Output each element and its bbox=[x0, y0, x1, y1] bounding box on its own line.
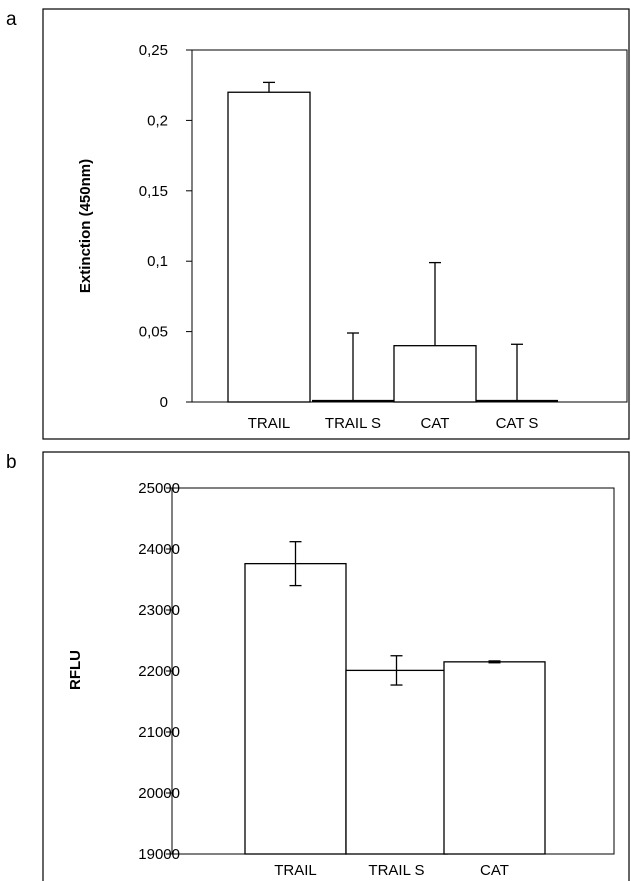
panel-a-category-label: TRAIL S bbox=[325, 415, 381, 432]
panel-a-y-tick-label: 0,2 bbox=[147, 112, 168, 129]
panel-b-y-tick-label: 19000 bbox=[138, 846, 180, 863]
panel-a-category-label: CAT S bbox=[496, 415, 539, 432]
panel-b-bar bbox=[443, 661, 546, 855]
panel-b-bar bbox=[244, 562, 347, 855]
panel-a-y-tick-label: 0,25 bbox=[139, 42, 168, 59]
panel-a-bar bbox=[227, 91, 311, 403]
panel-b-y-tick-label: 22000 bbox=[138, 663, 180, 680]
panel-a-y-axis-label: Extinction (450nm) bbox=[77, 159, 94, 293]
panel-a-frame bbox=[42, 8, 630, 440]
panel-b-y-tick-label: 21000 bbox=[138, 724, 180, 741]
panel-a-bar bbox=[393, 345, 477, 403]
panel-b-y-tick-label: 25000 bbox=[138, 480, 180, 497]
panel-b-category-label: CAT bbox=[480, 862, 509, 879]
panel-b-category-label: TRAIL bbox=[274, 862, 317, 879]
panel-b-y-tick-label: 20000 bbox=[138, 785, 180, 802]
panel-b-y-tick-label: 24000 bbox=[138, 541, 180, 558]
panel-a-y-tick-label: 0,15 bbox=[139, 183, 168, 200]
panel-a-y-tick-label: 0,1 bbox=[147, 253, 168, 270]
panel-b-category-label: TRAIL S bbox=[368, 862, 424, 879]
panel-b-frame bbox=[42, 451, 630, 881]
panel-a-label: a bbox=[6, 9, 17, 30]
panel-b-marks: 19000 20000 21000 22000 23000 24000 25000 TRAIL… bbox=[138, 480, 546, 879]
panel-a-marks: 0 0,05 0,1 0,15 0,2 0,25 TRAIL TRAIL S CAT CAT S bbox=[139, 42, 558, 432]
panel-b-bar bbox=[345, 669, 448, 855]
panel-a-category-label: TRAIL bbox=[248, 415, 291, 432]
panel-a-y-tick-label: 0,05 bbox=[139, 324, 168, 341]
panel-a-category-label: CAT bbox=[421, 415, 450, 432]
panel-b-y-tick-label: 23000 bbox=[138, 602, 180, 619]
panel-b-y-axis-label: RFLU bbox=[67, 650, 84, 690]
panel-b-label: b bbox=[6, 452, 17, 473]
panel-a-y-tick-label: 0 bbox=[160, 394, 168, 411]
